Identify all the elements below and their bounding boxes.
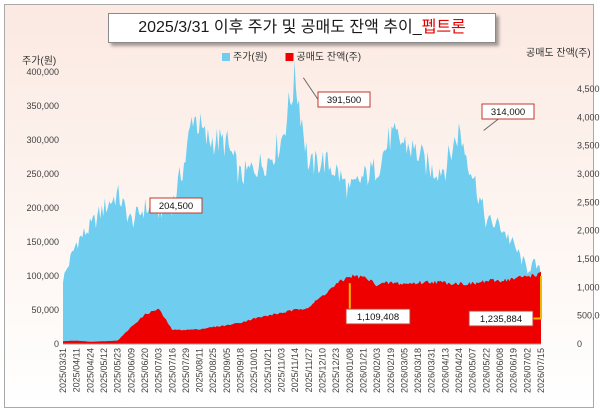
legend-swatch-price: [222, 53, 230, 61]
right-tick-label: 4,500,000: [577, 84, 600, 94]
x-tick-label: 2026/02/19: [386, 348, 396, 393]
chart-title: 2025/3/31 이후 주가 및 공매도 잔액 추이_펩트론: [108, 13, 496, 43]
x-tick-label: 2025/11/27: [304, 348, 314, 392]
x-tick-label: 2026/02/03: [372, 348, 382, 393]
chart-title-main: 2025/3/31 이후 주가 및 공매도 잔액 추이_: [138, 19, 422, 36]
x-tick-label: 2025/06/20: [140, 348, 150, 393]
x-tick-label: 2025/12/23: [331, 348, 341, 393]
x-tick-label: 2025/09/18: [236, 348, 246, 393]
x-tick-label: 2025/12/10: [317, 348, 327, 393]
right-tick-label: 2,000,000: [577, 226, 600, 236]
left-tick-label: 100,000: [26, 271, 59, 281]
right-tick-label: 500,000: [577, 311, 600, 321]
x-tick-label: 2026/03/18: [413, 348, 423, 393]
x-tick-label: 2025/06/09: [126, 348, 136, 393]
x-tick-label: 2025/03/31: [58, 348, 68, 393]
x-tick-label: 2025/07/16: [167, 348, 177, 393]
legend-label-short: 공매도 잔액(주): [297, 51, 362, 63]
x-tick-label: 2026/03/05: [399, 348, 409, 393]
legend-swatch-short: [285, 53, 294, 61]
x-tick-label: 2025/10/21: [263, 348, 273, 393]
plot-areas: [63, 60, 541, 344]
price-area: [63, 60, 541, 344]
callouts: 204,500 391,500 314,000 1,109,408 1,235,884: [149, 77, 542, 327]
callout-label: 391,500: [327, 95, 361, 106]
x-tick-label: 2025/05/12: [99, 348, 109, 393]
right-axis-title: 공매도 잔액(주): [526, 47, 591, 59]
left-tick-label: 200,000: [26, 203, 59, 213]
x-tick-label: 2026/07/15: [536, 348, 546, 393]
left-tick-label: 150,000: [26, 237, 59, 247]
right-tick-label: 3,000,000: [577, 169, 600, 179]
x-tick-label: 2025/04/11: [72, 348, 82, 392]
x-tick-label: 2026/06/19: [509, 348, 519, 393]
callout-leader: [533, 275, 542, 320]
callout-label: 1,109,408: [357, 312, 399, 323]
callout-box: [468, 310, 534, 327]
right-tick-label: 4,000,000: [577, 112, 600, 122]
x-tick-label: 2026/01/08: [345, 348, 355, 393]
x-tick-label: 2026/01/21: [358, 348, 368, 393]
x-tick-label: 2025/08/11: [195, 348, 205, 392]
short-balance-area: [63, 271, 541, 344]
legend-label-price: 주가(원): [233, 51, 267, 63]
x-tick-label: 2025/08/25: [208, 348, 218, 393]
x-tick-label: 2025/10/01: [249, 348, 259, 393]
left-tick-label: 400,000: [26, 67, 59, 77]
x-tick-label: 2025/09/05: [222, 348, 232, 393]
x-tick-label: 2025/05/23: [113, 348, 123, 393]
callout-label: 1,235,884: [480, 314, 522, 325]
left-axis-title: 주가(원): [22, 55, 56, 67]
left-tick-label: 350,000: [26, 101, 59, 111]
callout-label: 314,000: [491, 107, 525, 118]
x-tick-label: 2025/07/03: [154, 348, 164, 393]
left-tick-label: 300,000: [26, 135, 59, 145]
right-tick-label: 3,500,000: [577, 141, 600, 151]
x-tick-label: 2026/05/07: [468, 348, 478, 393]
axes: 0 50,000 100,000 150,000 200,000 250,000 300,0…: [22, 47, 600, 393]
right-tick-label: 0: [577, 339, 582, 349]
right-tick-label: 2,500,000: [577, 197, 600, 207]
callout-label: 204,500: [159, 201, 193, 212]
x-tick-label: 2025/04/24: [85, 348, 95, 393]
legend: 주가(원) 공매도 잔액(주): [222, 51, 361, 63]
x-tick-label: 2025/11/03: [277, 348, 287, 392]
callout-box: [317, 91, 371, 108]
x-tick-label: 2025/07/29: [181, 348, 191, 393]
right-tick-label: 1,000,000: [577, 282, 600, 292]
x-tick-label: 2026/06/08: [495, 348, 505, 393]
left-tick-label: 0: [54, 339, 59, 349]
chart-title-accent: 펩트론: [421, 19, 466, 36]
x-tick-label: 2026/04/13: [440, 348, 450, 393]
left-tick-label: 50,000: [31, 305, 59, 315]
x-tick-label: 2026/05/22: [481, 348, 491, 393]
x-tick-label: 2026/04/24: [454, 348, 464, 393]
callout-leader: [302, 77, 319, 100]
x-tick-label: 2026/07/02: [522, 348, 532, 393]
left-tick-label: 250,000: [26, 169, 59, 179]
right-tick-label: 1,500,000: [577, 254, 600, 264]
callout-box: [345, 308, 411, 325]
callout-box: [149, 197, 203, 214]
x-tick-label: 2026/03/31: [427, 348, 437, 393]
x-tick-label: 2025/11/14: [290, 348, 300, 392]
callout-box: [481, 103, 535, 120]
